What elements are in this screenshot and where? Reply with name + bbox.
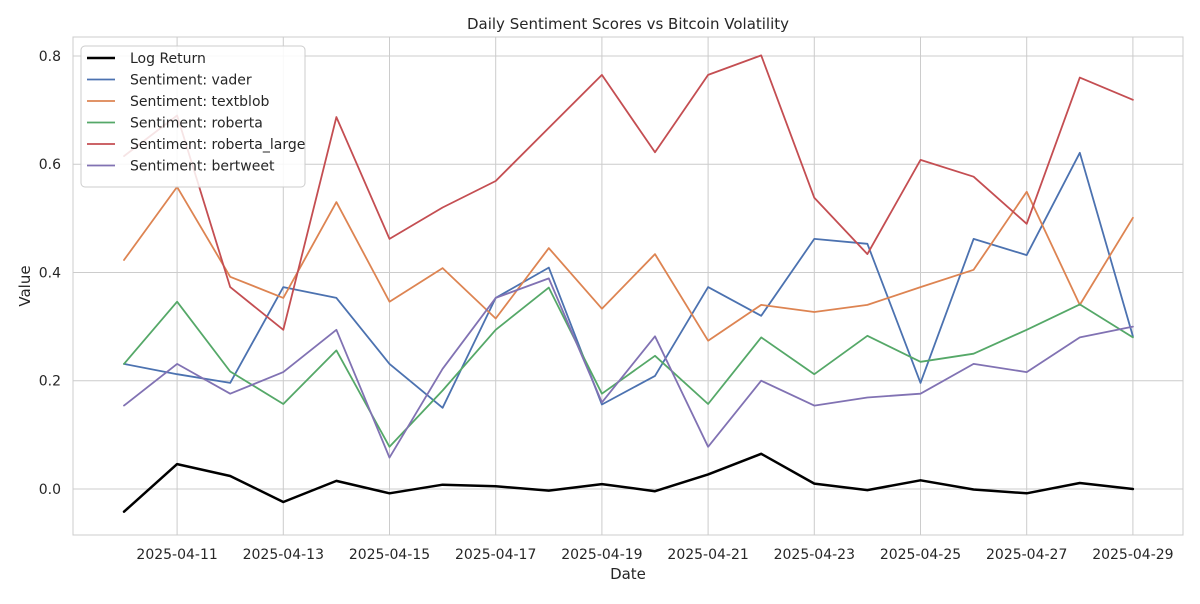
tick-layer: 2025-04-11 2025-04-13 2025-04-15 2025-04-17… (39, 49, 1174, 563)
y-tick-label: 0.6 (39, 157, 61, 173)
x-tick-label: 2025-04-19 (561, 547, 642, 563)
x-tick-label: 2025-04-27 (986, 547, 1067, 563)
series-line-sentiment-roberta (123, 286, 1134, 448)
legend-label: Sentiment: roberta_large (130, 137, 305, 153)
series-line-log-return (122, 452, 1135, 513)
legend-label: Sentiment: roberta (130, 116, 263, 132)
legend: Log Return Sentiment: vader Sentiment: tex… (80, 45, 306, 188)
x-tick-label: 2025-04-13 (243, 547, 324, 563)
legend-label: Log Return (130, 51, 206, 67)
y-tick-label: 0.0 (39, 482, 61, 498)
y-tick-label: 0.8 (39, 49, 61, 65)
x-axis-label: Date (610, 565, 646, 583)
series-line-sentiment-vader (123, 151, 1134, 409)
legend-label: Sentiment: vader (130, 73, 252, 89)
series-line-sentiment-roberta-large (123, 54, 1134, 331)
legend-label: Sentiment: bertweet (130, 159, 275, 175)
x-tick-label: 2025-04-11 (136, 547, 217, 563)
y-tick-label: 0.2 (39, 374, 61, 390)
chart-title: Daily Sentiment Scores vs Bitcoin Volati… (467, 15, 789, 33)
legend-box (80, 45, 306, 188)
series-line-sentiment-textblob (123, 185, 1134, 342)
x-tick-label: 2025-04-17 (455, 547, 536, 563)
x-tick-label: 2025-04-25 (880, 547, 961, 563)
legend-label: Sentiment: textblob (130, 94, 270, 110)
x-tick-label: 2025-04-29 (1092, 547, 1173, 563)
y-tick-label: 0.4 (39, 265, 61, 281)
y-axis-label: Value (16, 265, 34, 306)
x-tick-label: 2025-04-21 (667, 547, 748, 563)
series-layer (122, 54, 1135, 513)
series-line-sentiment-bertweet (123, 277, 1134, 459)
x-tick-label: 2025-04-15 (349, 547, 430, 563)
x-tick-label: 2025-04-23 (774, 547, 855, 563)
